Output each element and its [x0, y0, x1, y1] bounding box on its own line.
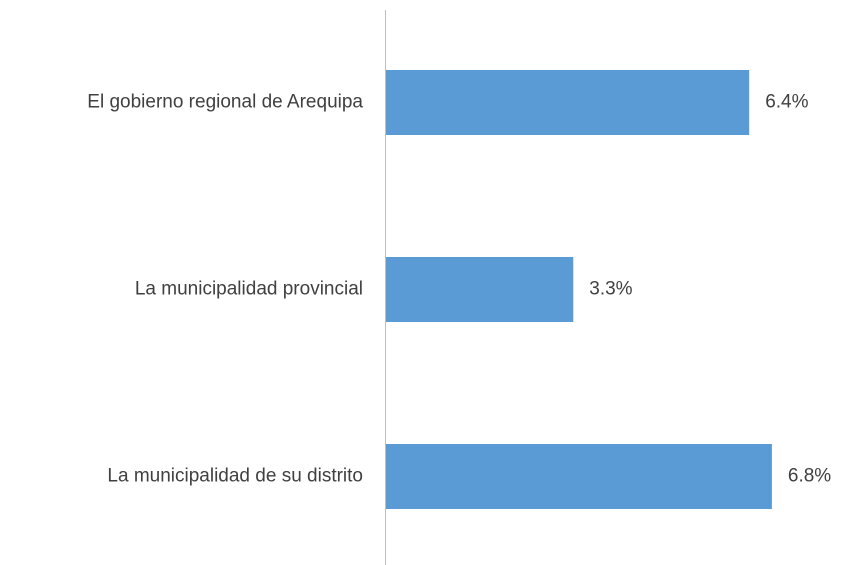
category-label: El gobierno regional de Arequipa: [87, 92, 363, 113]
data-label: 3.3%: [589, 279, 632, 300]
data-label: 6.8%: [788, 466, 831, 487]
data-label: 6.4%: [765, 92, 808, 113]
category-label: La municipalidad provincial: [135, 279, 363, 300]
bar: [386, 444, 772, 509]
bar: [386, 257, 574, 322]
bar: [386, 70, 750, 135]
category-label: La municipalidad de su distrito: [107, 466, 363, 487]
